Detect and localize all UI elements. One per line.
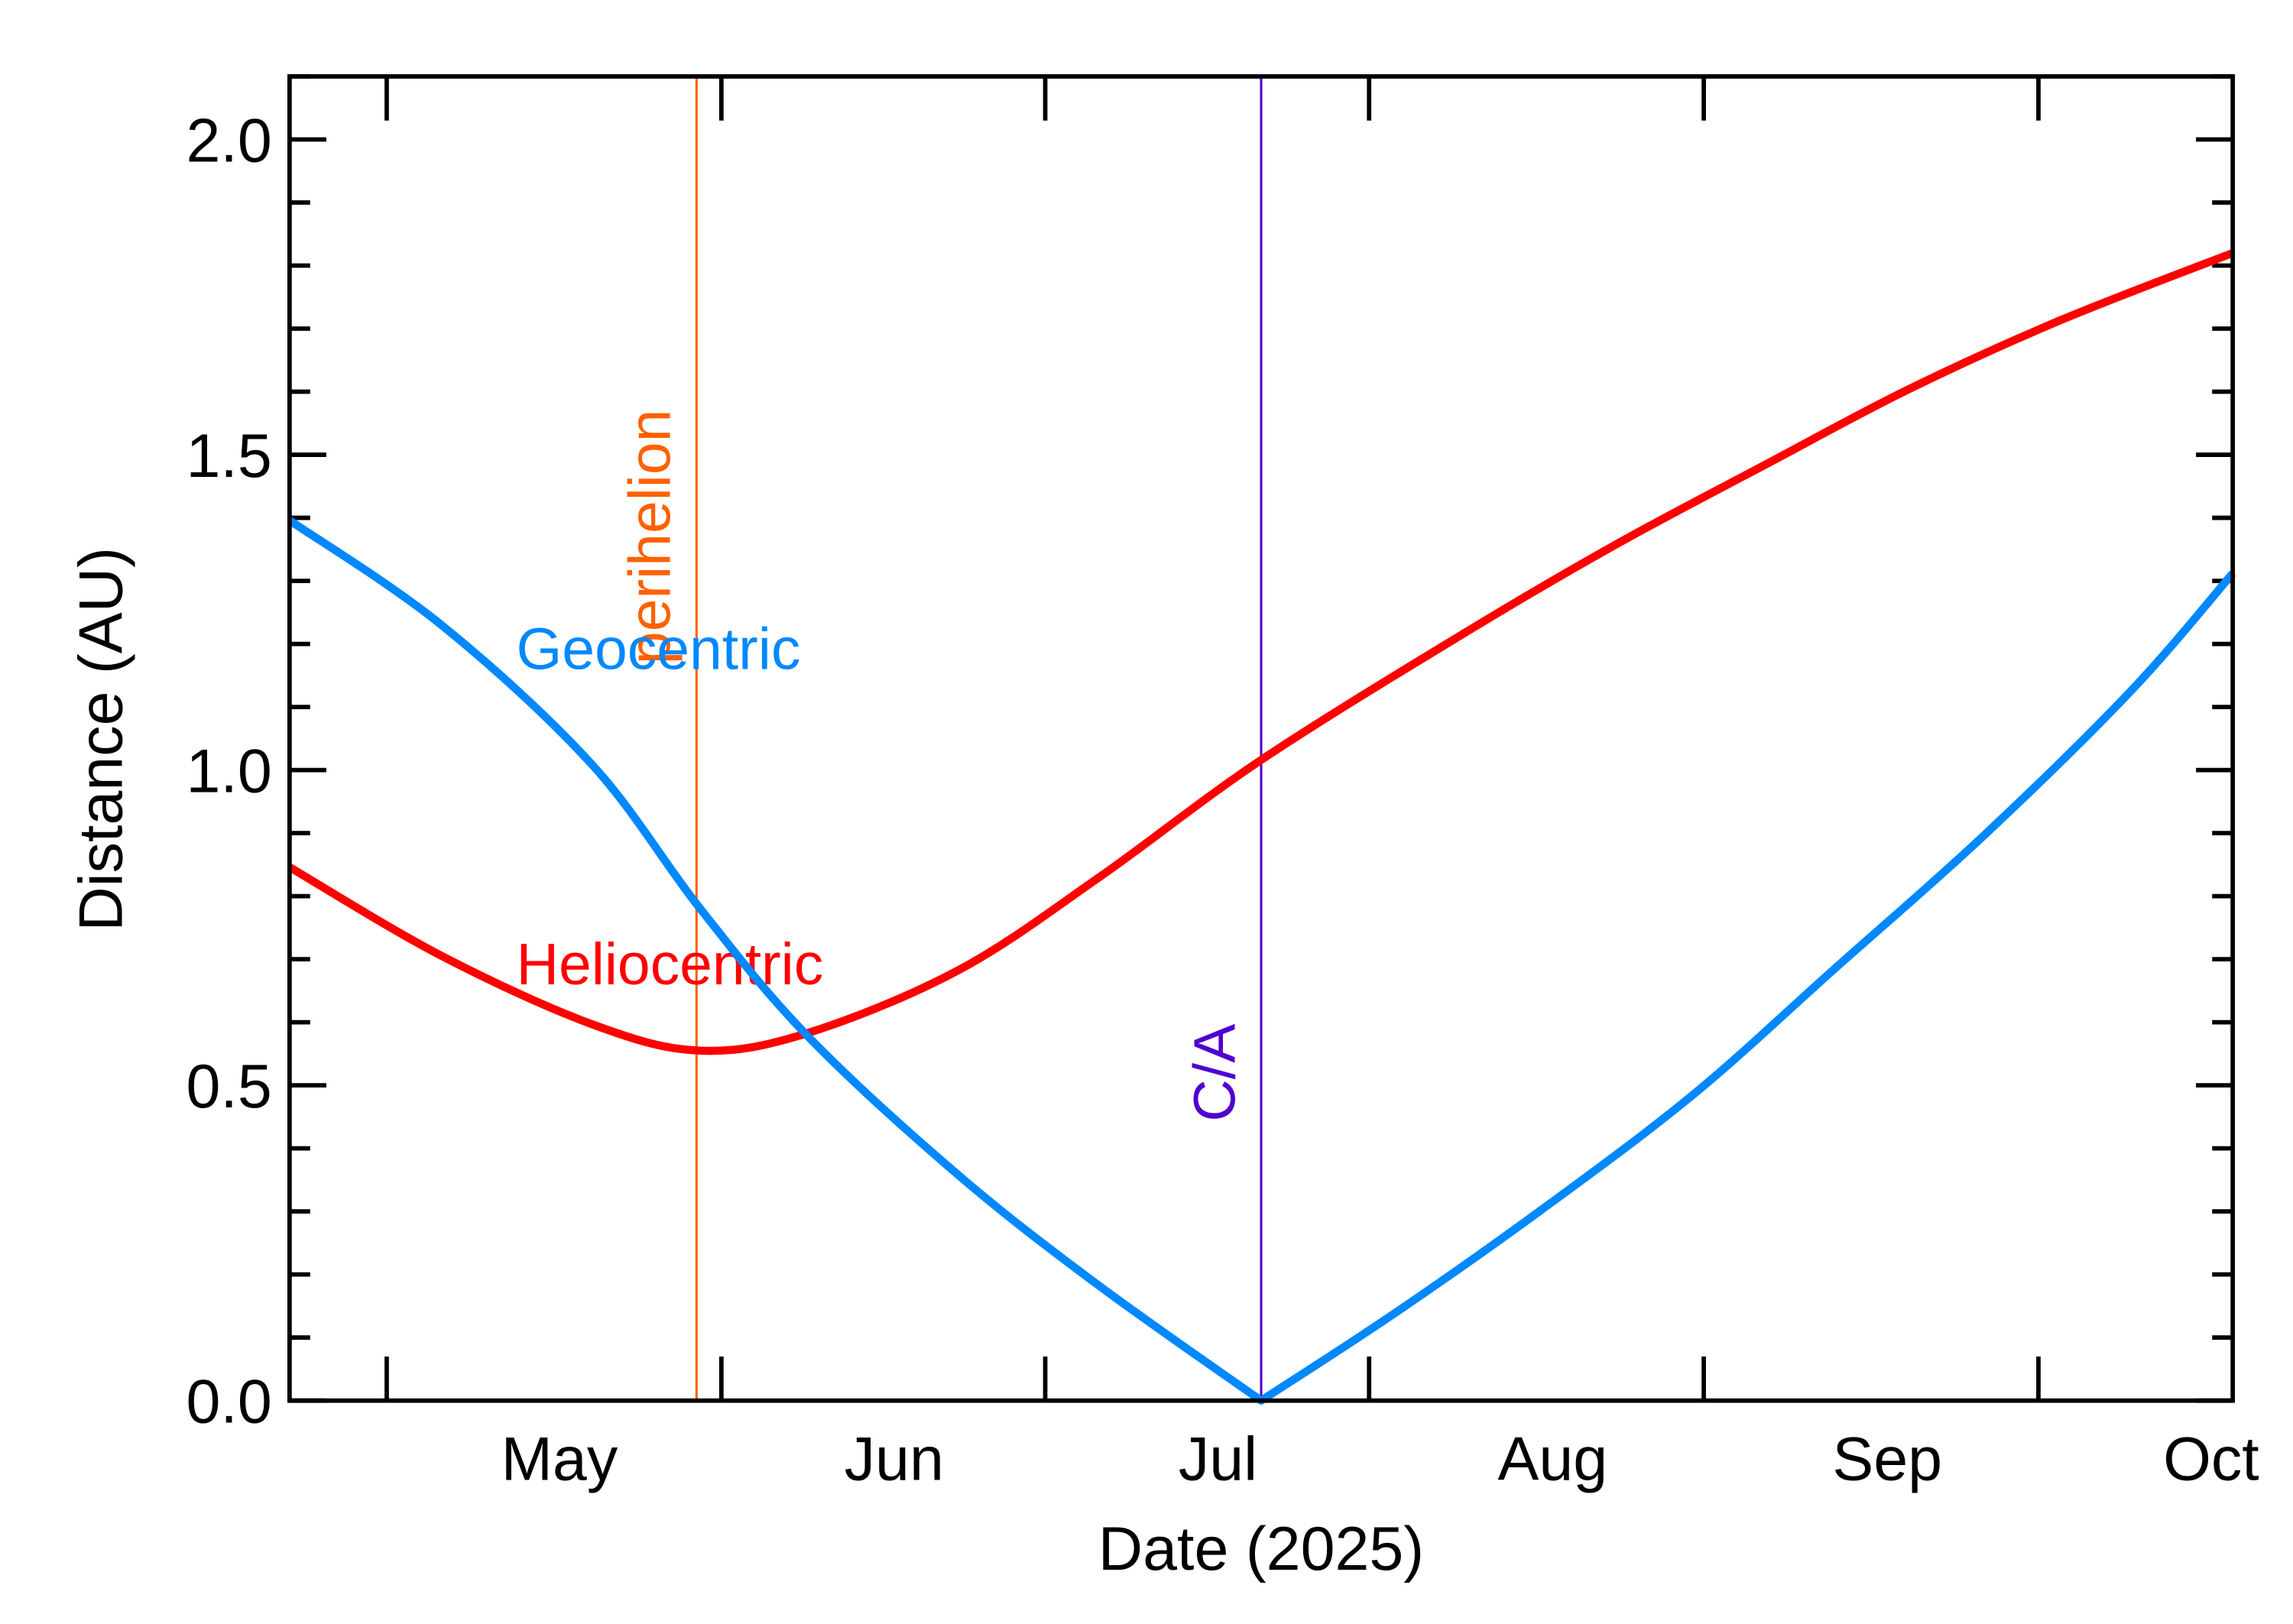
series-label-heliocentric: Heliocentric (516, 932, 823, 997)
annotation-label: perihelion (618, 410, 683, 665)
plot-frame (287, 74, 2236, 1403)
y-tick-label: 0.5 (186, 1052, 272, 1121)
y-tick-label: 1.0 (186, 737, 272, 806)
annotation-label: C/A (1182, 1023, 1247, 1122)
x-tick-label: Jul (1179, 1425, 1257, 1494)
x-tick-label: Aug (1498, 1425, 1608, 1494)
x-tick-label: Jun (845, 1425, 944, 1494)
y-axis-title: Distance (AU) (67, 547, 136, 932)
x-axis-title: Date (2025) (1098, 1515, 1424, 1583)
y-tick-label: 1.5 (186, 422, 272, 491)
series-label-geocentric: Geocentric (516, 617, 800, 682)
series-line-heliocentric (287, 249, 2235, 1055)
x-tick-label: May (501, 1425, 618, 1494)
y-tick-label: 2.0 (186, 106, 272, 175)
x-tick-label: Sep (1832, 1425, 1942, 1494)
x-tick-label: Oct (2163, 1425, 2259, 1494)
y-tick-label: 0.0 (186, 1368, 272, 1437)
